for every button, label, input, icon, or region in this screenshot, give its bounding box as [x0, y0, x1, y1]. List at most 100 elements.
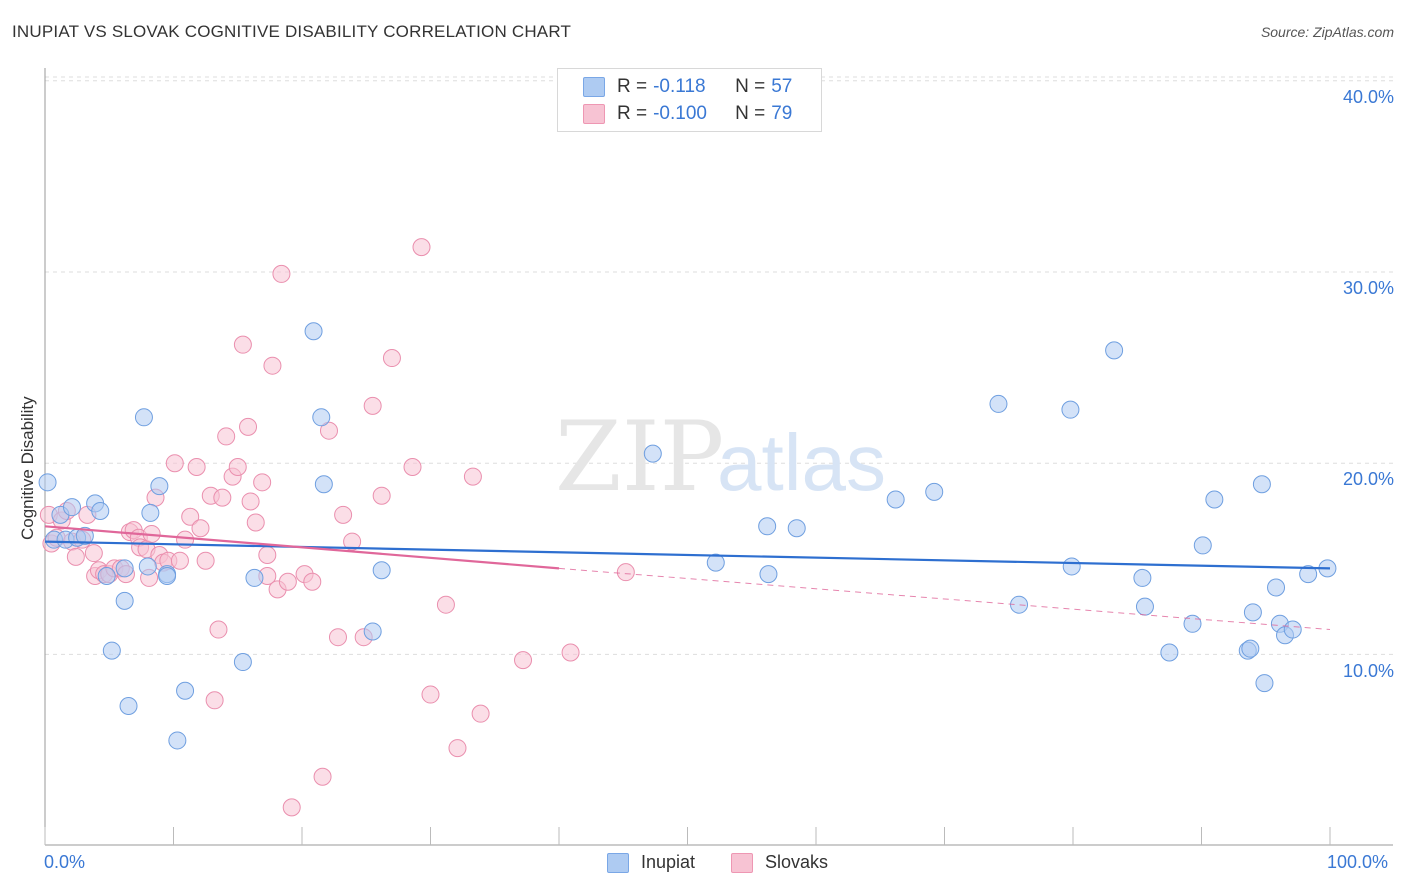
slovak-point: [514, 651, 533, 670]
slovak-point: [187, 458, 206, 477]
slovak-point: [303, 572, 322, 591]
slovak-point: [239, 417, 258, 436]
inupiat-point: [141, 503, 160, 522]
slovak-point: [84, 544, 103, 563]
y-axis-label: Cognitive Disability: [18, 396, 37, 540]
legend-label: Inupiat: [641, 852, 696, 872]
slovak-point: [421, 685, 440, 704]
watermark-zip: ZIP: [555, 401, 724, 513]
inupiat-point: [1105, 341, 1124, 360]
slovak-point: [196, 551, 215, 570]
slovak-trend-line: [44, 525, 560, 570]
slovak-point: [471, 704, 490, 723]
legend-item-inupiat: Inupiat: [607, 852, 695, 873]
slovak-point: [246, 513, 265, 532]
slovak-point: [363, 396, 382, 415]
r-label: R =: [617, 103, 648, 124]
slovak-point: [616, 563, 635, 582]
slovak-point: [319, 421, 338, 440]
slovak-point: [382, 349, 401, 368]
inupiat-point: [38, 473, 57, 492]
x-tick-label-min: 0.0%: [44, 852, 86, 872]
inupiat-point: [158, 567, 177, 586]
inupiat-point: [312, 408, 331, 427]
inupiat-swatch: [583, 77, 605, 97]
inupiat-swatch: [607, 852, 629, 873]
inupiat-point: [1061, 400, 1080, 419]
slovak-point: [282, 798, 301, 817]
inupiat-point: [119, 697, 138, 716]
legend-row-slovaks: R = -0.100 N = 79: [583, 103, 792, 125]
inupiat-point: [1183, 614, 1202, 633]
inupiat-point: [176, 681, 195, 700]
inupiat-point: [245, 568, 264, 587]
inupiat-point: [115, 591, 134, 610]
slovak-point: [343, 532, 362, 551]
slovaks-swatch: [583, 104, 605, 124]
chart-title: INUPIAT VS SLOVAK COGNITIVE DISABILITY C…: [12, 22, 572, 41]
inupiat-point: [363, 622, 382, 641]
r-value: -0.100: [653, 103, 707, 124]
r-value: -0.118: [653, 76, 706, 97]
slovak-point: [253, 473, 272, 492]
inupiat-points: [38, 322, 1337, 750]
inupiat-point: [706, 553, 725, 572]
inupiat-point: [759, 565, 778, 584]
inupiat-point: [1133, 568, 1152, 587]
slovak-point: [372, 486, 391, 505]
inupiat-point: [1193, 536, 1212, 555]
r-label: R =: [617, 76, 648, 97]
slovak-point: [209, 620, 228, 639]
inupiat-point: [886, 490, 905, 509]
axes: [44, 68, 1393, 846]
inupiat-point: [102, 641, 121, 660]
inupiat-point: [1241, 639, 1260, 658]
slovak-point: [328, 628, 347, 647]
n-label: N =: [735, 76, 766, 97]
inupiat-point: [1205, 490, 1224, 509]
inupiat-point: [1299, 565, 1318, 584]
legend-item-slovaks: Slovaks: [731, 852, 828, 873]
slovak-point: [272, 264, 291, 283]
slovak-point: [463, 467, 482, 486]
inupiat-point: [134, 408, 153, 427]
slovak-point: [217, 427, 236, 446]
inupiat-point: [91, 502, 110, 520]
inupiat-point: [1267, 578, 1286, 597]
inupiat-point: [62, 498, 81, 517]
slovak-point: [228, 458, 247, 477]
n-value: 57: [771, 76, 793, 97]
inupiat-point: [1243, 603, 1262, 622]
inupiat-point: [925, 482, 944, 501]
legend-row-inupiat: R = -0.118 N = 57: [583, 76, 792, 98]
slovak-point: [241, 492, 260, 511]
slovak-points: [39, 238, 635, 817]
slovak-point: [258, 545, 277, 564]
inupiat-point: [1135, 597, 1154, 616]
inupiat-point: [304, 322, 323, 341]
series-legend: Inupiat Slovaks: [0, 852, 1406, 876]
y-tick-label: 40.0%: [1342, 87, 1394, 107]
n-value: 79: [771, 103, 793, 124]
inupiat-point: [989, 394, 1008, 413]
inupiat-point: [787, 519, 806, 538]
slovak-point: [213, 488, 232, 507]
inupiat-point: [168, 731, 187, 750]
slovak-point: [263, 356, 282, 375]
slovak-point: [191, 519, 210, 538]
inupiat-point: [150, 477, 169, 496]
inupiat-point: [1283, 620, 1302, 639]
n-label: N =: [735, 103, 766, 124]
slovak-point: [170, 551, 189, 570]
slovak-trend-extension: [558, 567, 1331, 631]
slovak-point: [278, 572, 297, 591]
slovak-point: [313, 767, 332, 786]
watermark: ZIP atlas: [555, 401, 886, 513]
slovak-point: [561, 643, 580, 662]
inupiat-point: [233, 653, 252, 672]
inupiat-point: [758, 517, 777, 536]
watermark-atlas: atlas: [717, 418, 886, 507]
source-note: Source: ZipAtlas.com: [1260, 24, 1394, 40]
y-tick-label: 30.0%: [1342, 278, 1394, 298]
